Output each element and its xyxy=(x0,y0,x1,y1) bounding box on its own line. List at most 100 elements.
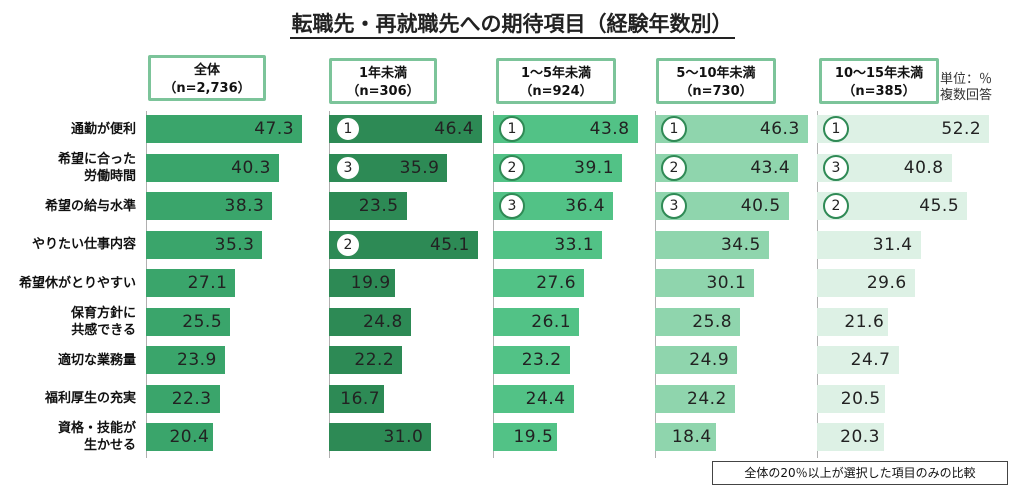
category-label: 適切な業務量 xyxy=(0,352,136,369)
bar xyxy=(146,269,236,297)
rank-badge: 2 xyxy=(823,193,849,219)
column-sample-size: （n=730） xyxy=(679,84,753,99)
bar-value-label: 27.6 xyxy=(536,273,577,293)
bar xyxy=(655,230,769,259)
bar xyxy=(655,269,755,297)
bar-value-label: 16.7 xyxy=(340,388,381,409)
bar-value-label: 34.5 xyxy=(720,234,761,255)
column-name: 全体 xyxy=(193,63,220,78)
bar xyxy=(146,346,225,374)
bar xyxy=(493,423,558,451)
bar-value-label: 24.7 xyxy=(850,350,891,370)
chart-title: 転職先・再就職先への期待項目（経験年数別） xyxy=(0,8,1024,39)
column-sample-size: （n=385） xyxy=(842,84,916,99)
bar-value-label: 23.9 xyxy=(177,350,217,370)
bar xyxy=(329,192,407,220)
category-label-line: 保育方針に xyxy=(70,305,136,321)
category-label-line: 生かせる xyxy=(83,438,136,453)
category-label: 資格・技能が生かせる xyxy=(0,420,136,454)
bar-value-label: 40.8 xyxy=(903,157,944,178)
bar-value-label: 24.4 xyxy=(525,388,566,409)
column-header: 10～15年未満 （n=385） xyxy=(819,58,939,104)
bar xyxy=(146,230,263,259)
category-label-line: 希望の給与水準 xyxy=(44,198,136,214)
bar xyxy=(146,115,303,143)
rank-badge: 2 xyxy=(661,154,687,181)
bar xyxy=(493,346,570,374)
column-header: 5～10年未満 （n=730） xyxy=(656,58,776,104)
rank-badge: 3 xyxy=(335,154,361,181)
bar-value-label: 26.1 xyxy=(531,311,572,332)
category-label: やりたい仕事内容 xyxy=(0,236,136,253)
category-label-line: 労働時間 xyxy=(83,168,136,184)
bar xyxy=(655,423,716,451)
bar-value-label: 45.5 xyxy=(919,196,960,216)
bar xyxy=(655,384,735,413)
bar-value-label: 33.1 xyxy=(554,234,595,255)
column-header: 1～5年未満 （n=924） xyxy=(496,58,616,104)
bar-value-label: 31.0 xyxy=(383,427,424,447)
category-label-line: 福利厚生の充実 xyxy=(44,391,136,406)
bar-value-label: 36.4 xyxy=(565,196,606,216)
bar-value-label: 47.3 xyxy=(254,119,295,139)
bar-value-label: 43.4 xyxy=(750,157,791,178)
column-sample-size: （n=306） xyxy=(346,84,420,99)
bar-value-label: 24.2 xyxy=(687,388,727,409)
category-label-line: やりたい仕事内容 xyxy=(31,237,136,252)
rank-badge: 3 xyxy=(823,154,849,181)
bar-value-label: 23.5 xyxy=(358,196,399,216)
bar-value-label: 19.5 xyxy=(513,427,554,447)
category-label-line: 希望に合った xyxy=(57,151,136,167)
bar-value-label: 27.1 xyxy=(187,273,228,293)
bar-value-label: 40.5 xyxy=(740,196,781,216)
bar-value-label: 25.5 xyxy=(182,311,223,332)
bar xyxy=(146,153,279,182)
category-label: 希望に合った 労働時間 xyxy=(0,151,136,185)
category-label: 希望休がとりやすい xyxy=(0,275,136,292)
bar-value-label: 24.8 xyxy=(362,311,403,332)
bar xyxy=(655,307,741,336)
bar xyxy=(817,307,889,336)
footnote-box: 全体の20％以上が選択した項目のみの比較 xyxy=(712,461,1008,485)
category-label-line: 資格・技能が xyxy=(57,421,136,436)
category-label-line: 通勤が便利 xyxy=(70,121,136,137)
bar-value-label: 46.3 xyxy=(759,119,800,139)
bar-value-label: 20.4 xyxy=(169,427,210,447)
rank-badge: 1 xyxy=(823,116,849,142)
bar xyxy=(493,307,580,336)
bar-value-label: 39.1 xyxy=(574,157,615,178)
column-header: 全体 （n=2,736） xyxy=(148,55,266,101)
bar-value-label: 20.5 xyxy=(840,388,881,409)
category-label-line: 適切な業務量 xyxy=(57,352,136,368)
bar xyxy=(817,384,885,413)
bar xyxy=(329,423,432,451)
bar-value-label: 43.8 xyxy=(589,119,630,139)
bar-value-label: 35.3 xyxy=(214,234,255,255)
bar-value-label: 20.3 xyxy=(840,427,880,447)
bar-value-label: 22.2 xyxy=(354,350,395,370)
bar xyxy=(817,269,915,297)
rank-badge: 3 xyxy=(661,193,687,219)
category-label: 保育方針に 共感できる xyxy=(0,305,136,339)
rank-badge: 2 xyxy=(499,154,525,181)
bar xyxy=(817,423,884,451)
bar-value-label: 35.9 xyxy=(399,157,440,178)
bar-value-label: 29.6 xyxy=(866,273,907,293)
bar xyxy=(329,307,411,336)
category-label: 福利厚生の充実 xyxy=(0,390,136,407)
rank-badge: 1 xyxy=(499,116,525,142)
multiple-answer-label: 複数回答 xyxy=(940,88,993,103)
bar-value-label: 45.1 xyxy=(429,234,470,255)
bar-value-label: 22.3 xyxy=(171,388,212,409)
category-label: 通勤が便利 xyxy=(0,121,136,138)
bar xyxy=(329,384,385,413)
category-label-line: 希望休がとりやすい xyxy=(18,275,136,291)
rank-badge: 3 xyxy=(499,193,525,219)
category-label: 希望の給与水準 xyxy=(0,198,136,215)
column-name: 1～5年未満 xyxy=(520,66,592,81)
bar-value-label: 25.8 xyxy=(692,311,733,332)
bar xyxy=(146,307,231,336)
bar-value-label: 18.4 xyxy=(671,427,712,447)
bar xyxy=(329,269,395,297)
bar-value-label: 21.6 xyxy=(844,311,885,332)
